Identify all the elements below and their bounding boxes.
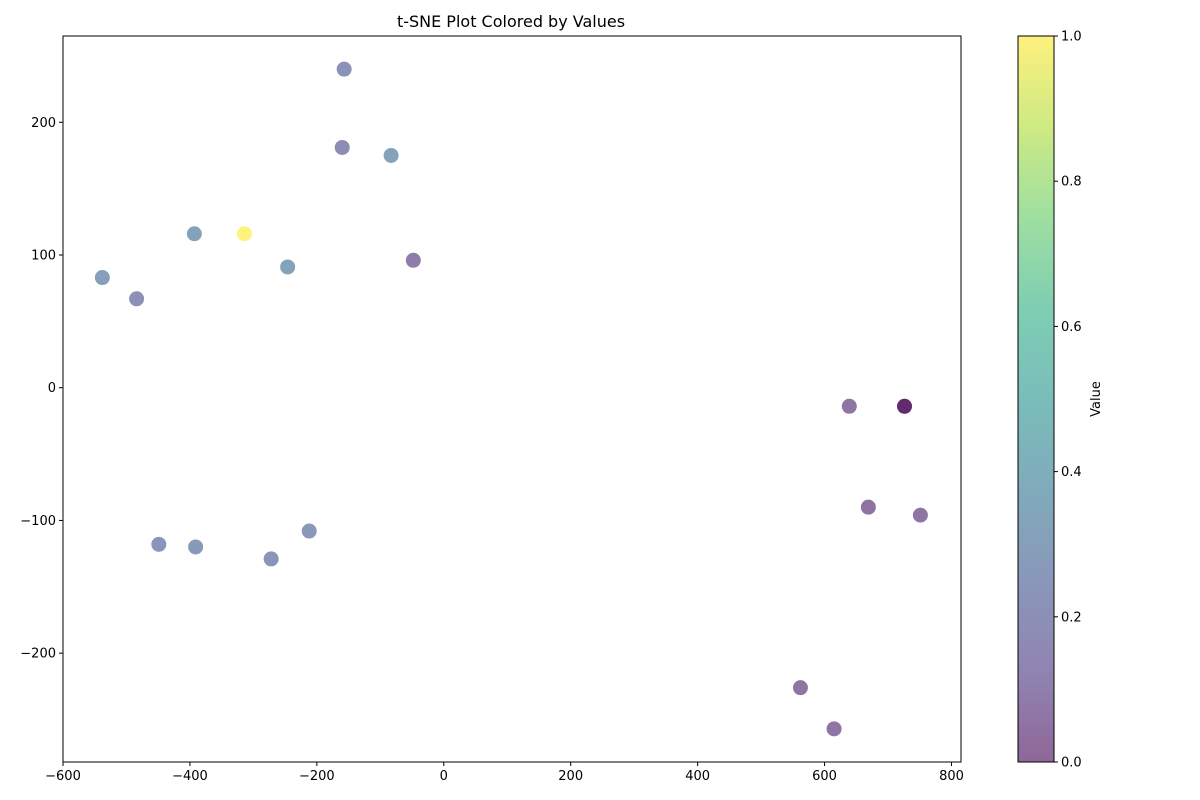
y-tick-label: −100 [20, 514, 56, 529]
data-point [188, 539, 204, 555]
y-tick-label: 100 [31, 248, 56, 263]
x-tick-label: −600 [45, 769, 81, 784]
x-axis: −600 −400 −200 0 200 400 600 800 [45, 762, 964, 784]
colorbar-label: Value [1089, 381, 1104, 417]
data-point [383, 147, 399, 163]
plot-frame [62, 35, 962, 763]
y-tick-label: 0 [48, 381, 56, 396]
data-point [94, 270, 110, 286]
y-tick-label: 200 [31, 116, 56, 131]
plot-area [63, 36, 961, 762]
data-point [301, 523, 317, 539]
data-point [280, 259, 296, 275]
data-point [129, 291, 145, 307]
colorbar-gradient [1018, 36, 1054, 762]
colorbar-frame [1017, 35, 1055, 763]
colorbar-tick-label: 0.0 [1061, 756, 1082, 771]
data-point [186, 226, 202, 242]
x-tick-label: −200 [299, 769, 335, 784]
data-point [237, 226, 253, 242]
data-point [912, 507, 928, 523]
x-tick-label: −400 [172, 769, 208, 784]
colorbar-tick-label: 0.2 [1061, 610, 1082, 625]
x-tick-label: 800 [939, 769, 964, 784]
data-point [826, 721, 842, 737]
data-point [151, 536, 167, 552]
data-point [336, 61, 352, 77]
colorbar-ticks: 0.0 0.2 0.4 0.6 0.8 1.0 [1054, 30, 1082, 771]
data-point [897, 398, 913, 414]
colorbar-tick-label: 0.4 [1061, 465, 1082, 480]
x-tick-label: 200 [558, 769, 583, 784]
colorbar-tick-label: 1.0 [1061, 30, 1082, 45]
chart-title: t-SNE Plot Colored by Values [397, 12, 625, 31]
x-tick-label: 400 [685, 769, 710, 784]
colorbar-tick-label: 0.8 [1061, 175, 1082, 190]
data-point [841, 398, 857, 414]
colorbar: 0.0 0.2 0.4 0.6 0.8 1.0 Value [1017, 30, 1104, 771]
x-tick-label: 600 [812, 769, 837, 784]
colorbar-tick-label: 0.6 [1061, 320, 1082, 335]
y-tick-label: −200 [20, 647, 56, 662]
data-point [860, 499, 876, 515]
data-point [792, 680, 808, 696]
x-tick-label: 0 [440, 769, 448, 784]
data-point [334, 139, 350, 155]
data-point [263, 551, 279, 567]
y-axis: −200 −100 0 100 200 [20, 116, 63, 662]
points-layer [94, 61, 928, 737]
data-point [405, 252, 421, 268]
